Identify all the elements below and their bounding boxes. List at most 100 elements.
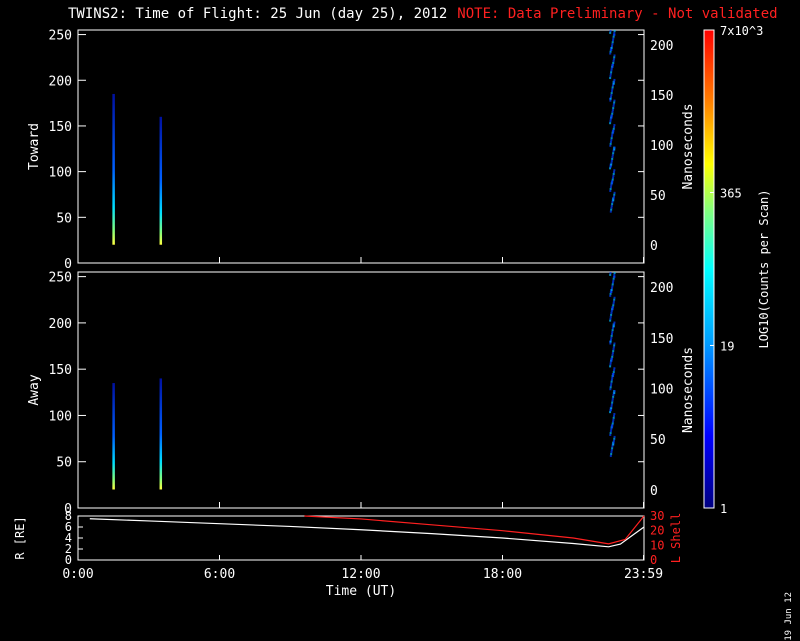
spectrogram-speckle <box>613 344 616 347</box>
spectrogram-speckle <box>612 195 615 198</box>
x-tick-label: 6:00 <box>204 567 235 582</box>
spectrogram-speckle <box>612 103 615 106</box>
spectrogram-speckle <box>611 178 614 181</box>
spectrogram-speckle <box>611 203 614 206</box>
spectrogram-speckle <box>611 401 614 404</box>
y-tick-label: 250 <box>49 271 72 286</box>
right-axis-label: Nanoseconds <box>681 347 696 433</box>
spectrogram-speckle <box>610 71 613 74</box>
spectrogram-speckle <box>613 272 616 274</box>
spectrogram-speckle <box>612 346 615 349</box>
y-tick-label: 0 <box>64 502 72 517</box>
spectrogram-speckle <box>613 101 616 104</box>
spectrogram-speckle <box>611 182 614 185</box>
colorbar-label: LOG10(Counts per Scan) <box>757 190 771 349</box>
spectrogram-speckle <box>609 73 612 76</box>
right-tick-label: 200 <box>650 281 673 296</box>
spectrogram-speckle <box>613 169 616 172</box>
spectrogram-speckle <box>610 139 613 142</box>
spectrogram-speckle <box>609 75 612 78</box>
right-tick-label: 50 <box>650 433 666 448</box>
spectrogram-speckle <box>612 393 615 396</box>
spectrogram-speckle <box>610 428 613 431</box>
spectrogram-speckle <box>610 184 613 187</box>
spectrogram-speckle <box>609 165 612 168</box>
spectrogram-speckle <box>611 63 614 66</box>
x-tick-label: 12:00 <box>341 567 380 582</box>
spectrogram-speckle <box>613 124 616 127</box>
data-streak-1 <box>112 383 115 490</box>
spectrogram-speckle <box>611 308 614 311</box>
spectrogram-speckle <box>611 355 614 358</box>
colorbar-tick-label: 365 <box>720 187 742 201</box>
spectrogram-speckle <box>611 329 614 332</box>
spectrogram-speckle <box>611 133 614 136</box>
spectrogram-speckle <box>612 279 615 282</box>
y-axis-label: Toward <box>27 123 42 170</box>
spectrogram-speckle <box>611 154 614 157</box>
spectrogram-speckle <box>612 199 615 202</box>
right-tick-label: 150 <box>650 332 673 347</box>
spectrogram-speckle <box>611 287 614 290</box>
spectrogram-speckle <box>610 67 613 70</box>
spectrogram-speckle <box>613 30 616 32</box>
spectrogram-speckle <box>610 310 613 313</box>
lshell-tick-label: 0 <box>650 553 657 567</box>
y-axis-label: Away <box>27 374 42 405</box>
spectrogram-speckle <box>609 294 612 297</box>
spectrogram-speckle <box>610 312 613 315</box>
y-tick-label: 150 <box>49 120 72 135</box>
spectrogram-speckle <box>610 208 613 211</box>
spectrogram-speckle <box>612 107 615 110</box>
spectrogram-speckle <box>611 331 614 334</box>
orbit-y-tick-label: 2 <box>65 542 72 556</box>
spectrogram-speckle <box>612 302 615 305</box>
spectrogram-speckle <box>610 378 613 381</box>
spectrogram-speckle <box>610 163 613 166</box>
spectrogram-speckle <box>609 186 612 189</box>
spectrogram-speckle <box>612 37 615 40</box>
y-tick-label: 100 <box>49 166 72 181</box>
spectrogram-speckle <box>613 56 616 59</box>
spectrogram-speckle <box>609 118 612 121</box>
spectrogram-speckle <box>610 334 613 337</box>
spectrogram-speckle <box>609 384 612 387</box>
spectrogram-speckle <box>611 65 614 68</box>
spectrogram-speckle <box>612 82 615 85</box>
panel-frame-orbit <box>77 515 645 561</box>
spectrogram-speckle <box>612 39 615 42</box>
spectrogram-speckle <box>610 48 613 51</box>
lshell-tick-label: 10 <box>650 538 664 552</box>
spectrogram-speckle <box>612 348 615 351</box>
spectrogram-speckle <box>610 137 613 140</box>
spectrogram-speckle <box>609 141 612 144</box>
spectrogram-speckle <box>610 451 613 454</box>
spectrogram-speckle <box>610 206 613 209</box>
spectrogram-speckle <box>609 188 612 191</box>
spectrogram-speckle <box>609 409 612 412</box>
x-tick-label: 23:59 <box>624 567 663 582</box>
spectrogram-speckle <box>612 418 615 421</box>
spectrogram-speckle <box>611 45 614 48</box>
orbit-y-tick-label: 0 <box>65 553 72 567</box>
spectrogram-speckle <box>609 315 612 318</box>
y-tick-label: 200 <box>49 317 72 332</box>
spectrogram-speckle <box>609 388 612 391</box>
spectrogram-speckle <box>610 116 613 119</box>
spectrogram-speckle <box>611 201 614 204</box>
y-tick-label: 150 <box>49 363 72 378</box>
spectrogram-speckle <box>612 35 615 38</box>
spectrogram-speckle <box>613 125 616 128</box>
spectrogram-speckle <box>609 361 612 364</box>
spectrogram-speckle <box>613 80 616 83</box>
right-tick-label: 200 <box>650 39 673 54</box>
spectrogram-speckle <box>609 273 612 276</box>
spectrogram-speckle <box>609 319 612 322</box>
spectrogram-speckle <box>613 31 616 34</box>
spectrogram-speckle <box>609 363 612 366</box>
spectrogram-speckle <box>612 173 615 176</box>
spectrogram-speckle <box>612 197 615 200</box>
spectrogram-speckle <box>611 445 614 448</box>
spectrogram-speckle <box>612 371 615 374</box>
right-tick-label: 150 <box>650 89 673 104</box>
